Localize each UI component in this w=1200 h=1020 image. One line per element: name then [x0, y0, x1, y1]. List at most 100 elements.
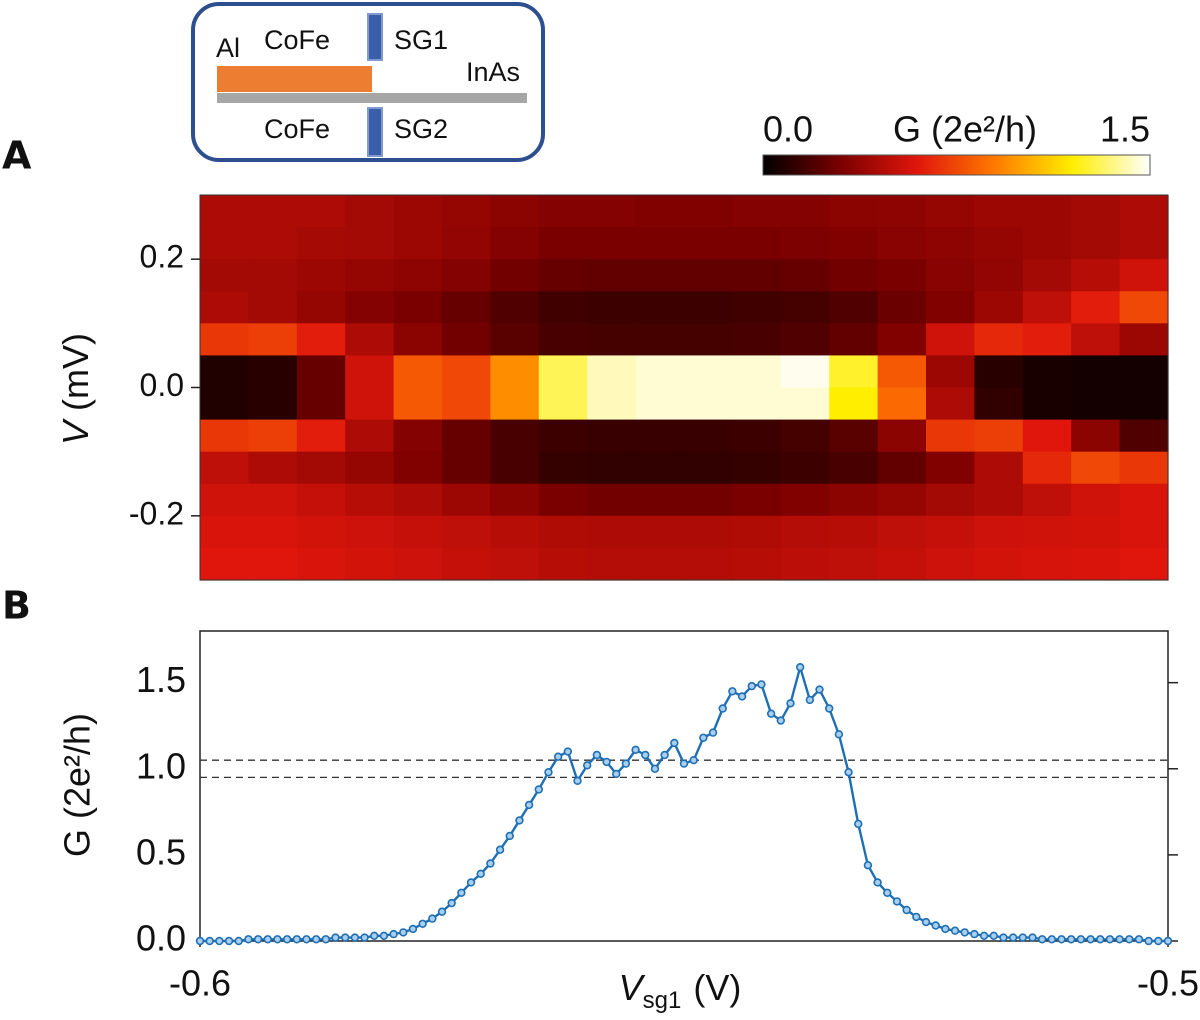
heatmap-cell [345, 547, 395, 581]
heatmap-cell [829, 547, 879, 581]
y-axis-unit: (mV) [55, 333, 96, 411]
heatmap-cell [829, 291, 879, 324]
heatmap-cell [926, 515, 975, 549]
data-point [766, 709, 776, 718]
data-point [1028, 933, 1037, 942]
heatmap-cell [296, 355, 346, 389]
data-point [360, 933, 369, 942]
heatmap-cell [200, 355, 249, 389]
heatmap-cell [780, 451, 830, 485]
heatmap-cell [877, 259, 927, 292]
heatmap-cell [442, 515, 491, 549]
heatmap-cell [732, 515, 782, 549]
heatmap-cell [393, 515, 443, 549]
data-point [631, 745, 640, 755]
data-point [718, 704, 727, 713]
data-point [621, 759, 631, 768]
gate-sg2 [367, 107, 383, 157]
heatmap-cell [345, 387, 395, 421]
y-tick-label: 0.5 [136, 831, 186, 872]
heatmap-cell [926, 227, 975, 260]
data-point [999, 933, 1008, 942]
heatmap-cell [345, 195, 395, 228]
heatmap-cell [877, 547, 927, 581]
y-tick-label: 0.0 [136, 918, 186, 959]
heatmap-cell [490, 419, 540, 453]
heatmap-cell [974, 451, 1024, 485]
heatmap-cell [248, 515, 298, 549]
heatmap-cell [1022, 483, 1072, 517]
heatmap-cell [248, 547, 298, 581]
y-axis-symbol: V [55, 418, 96, 445]
heatmap-cell [200, 259, 249, 292]
heatmap-cell [684, 227, 733, 260]
data-point [428, 914, 437, 923]
heatmap-cell [926, 387, 975, 421]
heatmap-cell [1071, 323, 1121, 357]
heatmap-cell [442, 387, 491, 421]
colorbar-tick-label: 0.0 [763, 109, 813, 150]
heatmap-cell [877, 515, 927, 549]
heatmap-cell [393, 483, 443, 517]
heatmap-cell [684, 547, 733, 581]
heatmap-cell [442, 419, 491, 453]
gate-sg1 [367, 13, 383, 61]
data-point [824, 704, 834, 713]
data-point [921, 917, 931, 927]
heatmap-cell [393, 547, 443, 581]
heatmap-cell [1022, 323, 1072, 357]
data-point [1163, 936, 1173, 946]
data-point [437, 907, 447, 916]
data-point [1008, 933, 1018, 942]
heatmap-cell [732, 483, 782, 517]
heatmap-cell [490, 483, 540, 517]
data-point [1154, 936, 1163, 946]
heatmap-cell [635, 291, 685, 324]
data-point [341, 933, 350, 942]
heatmap-cell [1119, 547, 1169, 581]
colorbar [762, 154, 1151, 176]
heatmap-cell [1119, 483, 1169, 517]
heatmap-cell [1071, 387, 1121, 421]
heatmap-cell [877, 227, 927, 260]
heatmap-cell [926, 195, 975, 228]
heatmap-cell [296, 419, 346, 453]
x-axis-unit: (V) [693, 967, 741, 1008]
data-point [515, 816, 524, 825]
data-point [399, 928, 408, 937]
heatmap-cell [780, 483, 830, 517]
heatmap-cell [393, 355, 443, 389]
heatmap-cell [635, 227, 685, 260]
heatmap-cell [587, 483, 637, 517]
heatmap-cell [1119, 451, 1169, 485]
data-point [602, 757, 611, 767]
heatmap-cell [345, 451, 395, 485]
heatmap-cell [829, 451, 879, 485]
heatmap-cell [393, 291, 443, 324]
plot-frame [199, 630, 1169, 942]
heatmap-cell [974, 515, 1024, 549]
heatmap-cell [635, 323, 685, 357]
heatmap-cell [490, 195, 540, 228]
heatmap-cell [200, 195, 249, 228]
data-point [660, 750, 669, 760]
heatmap-cell [877, 387, 927, 421]
data-point [573, 776, 582, 786]
heatmap-cell [829, 323, 879, 357]
heatmap-cell [538, 419, 588, 453]
heatmap-cell [248, 419, 298, 453]
heatmap-cell [926, 547, 975, 581]
heatmap-cell [587, 227, 637, 260]
data-point [302, 935, 311, 944]
data-point [205, 936, 214, 946]
y-tick-label: 1.5 [136, 659, 186, 700]
heatmap-cell [296, 387, 346, 421]
inset-label: SG1 [394, 25, 448, 55]
heatmap-cell [490, 323, 540, 357]
heatmap-cell [490, 451, 540, 485]
heatmap-cell [877, 483, 927, 517]
y-axis-label: V (mV) [55, 333, 96, 445]
heatmap-cell [587, 515, 637, 549]
heatmap-cell [490, 227, 540, 260]
heatmap-cell [635, 195, 685, 228]
